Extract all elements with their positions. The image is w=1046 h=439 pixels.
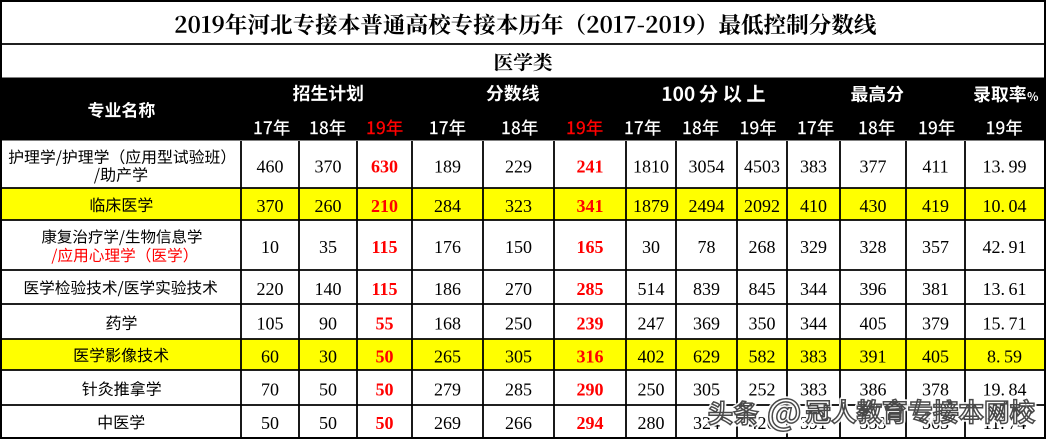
svg-text:50: 50 [319, 379, 337, 399]
svg-text:60: 60 [261, 346, 279, 366]
svg-text:50: 50 [261, 413, 279, 433]
svg-text:405: 405 [860, 313, 887, 333]
svg-text:402: 402 [638, 346, 665, 366]
svg-text:630: 630 [371, 156, 398, 176]
svg-text:150: 150 [505, 237, 532, 257]
svg-text:383: 383 [800, 156, 827, 176]
svg-text:250: 250 [638, 379, 665, 399]
svg-text:241: 241 [577, 156, 604, 176]
svg-text:13. 61: 13. 61 [982, 279, 1026, 299]
svg-text:186: 186 [434, 279, 461, 299]
svg-text:514: 514 [638, 279, 665, 299]
svg-text:329: 329 [800, 237, 827, 257]
svg-text:90: 90 [319, 313, 337, 333]
svg-text:270: 270 [505, 279, 532, 299]
svg-text:266: 266 [505, 413, 532, 433]
svg-text:280: 280 [638, 413, 665, 433]
svg-text:50: 50 [319, 413, 337, 433]
svg-text:323: 323 [505, 196, 532, 216]
svg-text:42. 91: 42. 91 [982, 237, 1026, 257]
svg-text:377: 377 [860, 156, 887, 176]
svg-text:279: 279 [434, 379, 461, 399]
svg-text:344: 344 [800, 313, 827, 333]
svg-text:845: 845 [749, 279, 776, 299]
svg-text:381: 381 [922, 279, 949, 299]
svg-text:105: 105 [257, 313, 284, 333]
svg-text:396: 396 [860, 279, 887, 299]
svg-text:10: 10 [261, 237, 279, 257]
svg-text:305: 305 [693, 379, 720, 399]
svg-text:411: 411 [922, 156, 948, 176]
svg-text:344: 344 [800, 279, 827, 299]
svg-text:3054: 3054 [689, 156, 725, 176]
svg-text:1810: 1810 [633, 156, 669, 176]
svg-text:115: 115 [371, 237, 397, 257]
svg-text:210: 210 [371, 196, 398, 216]
svg-text:50: 50 [376, 413, 394, 433]
svg-text:50: 50 [376, 346, 394, 366]
svg-text:285: 285 [505, 379, 532, 399]
svg-text:252: 252 [749, 379, 776, 399]
svg-text:341: 341 [577, 196, 604, 216]
svg-text:1879: 1879 [633, 196, 669, 216]
svg-text:189: 189 [434, 156, 461, 176]
svg-text:316: 316 [577, 346, 604, 366]
svg-text:460: 460 [257, 156, 284, 176]
svg-text:165: 165 [577, 237, 604, 257]
svg-text:285: 285 [577, 279, 604, 299]
svg-text:269: 269 [434, 413, 461, 433]
svg-text:30: 30 [319, 346, 337, 366]
svg-text:369: 369 [693, 313, 720, 333]
svg-text:430: 430 [860, 196, 887, 216]
svg-text:839: 839 [693, 279, 720, 299]
svg-text:357: 357 [922, 237, 949, 257]
svg-text:379: 379 [922, 313, 949, 333]
svg-text:370: 370 [315, 156, 342, 176]
svg-text:140: 140 [315, 279, 342, 299]
svg-text:78: 78 [698, 237, 716, 257]
svg-text:629: 629 [693, 346, 720, 366]
svg-text:176: 176 [434, 237, 461, 257]
svg-text:383: 383 [800, 379, 827, 399]
svg-text:383: 383 [800, 346, 827, 366]
svg-text:410: 410 [800, 196, 827, 216]
svg-text:35: 35 [319, 237, 337, 257]
svg-text:370: 370 [257, 196, 284, 216]
svg-text:378: 378 [922, 379, 949, 399]
svg-text:260: 260 [315, 196, 342, 216]
svg-text:290: 290 [577, 379, 604, 399]
svg-text:386: 386 [860, 379, 887, 399]
svg-text:328: 328 [860, 237, 887, 257]
svg-text:305: 305 [505, 346, 532, 366]
svg-text:220: 220 [257, 279, 284, 299]
svg-text:115: 115 [371, 279, 397, 299]
svg-text:2494: 2494 [689, 196, 725, 216]
svg-text:247: 247 [638, 313, 665, 333]
svg-text:30: 30 [642, 237, 660, 257]
svg-text:250: 250 [505, 313, 532, 333]
svg-text:19. 84: 19. 84 [982, 379, 1026, 399]
svg-text:239: 239 [577, 313, 604, 333]
svg-text:8. 59: 8. 59 [987, 346, 1022, 366]
svg-text:229: 229 [505, 156, 532, 176]
svg-text:55: 55 [376, 313, 394, 333]
svg-text:284: 284 [434, 196, 461, 216]
svg-text:582: 582 [749, 346, 776, 366]
svg-text:350: 350 [749, 313, 776, 333]
svg-text:50: 50 [376, 379, 394, 399]
svg-text:10. 04: 10. 04 [982, 196, 1026, 216]
svg-text:391: 391 [860, 346, 887, 366]
svg-text:15. 71: 15. 71 [982, 313, 1026, 333]
svg-text:268: 268 [749, 237, 776, 257]
svg-text:168: 168 [434, 313, 461, 333]
svg-text:4503: 4503 [744, 156, 780, 176]
svg-text:13. 99: 13. 99 [982, 156, 1026, 176]
svg-text:265: 265 [434, 346, 461, 366]
svg-text:2092: 2092 [744, 196, 780, 216]
svg-text:405: 405 [922, 346, 949, 366]
svg-text:419: 419 [922, 196, 949, 216]
svg-text:70: 70 [261, 379, 279, 399]
svg-text:294: 294 [577, 413, 604, 433]
